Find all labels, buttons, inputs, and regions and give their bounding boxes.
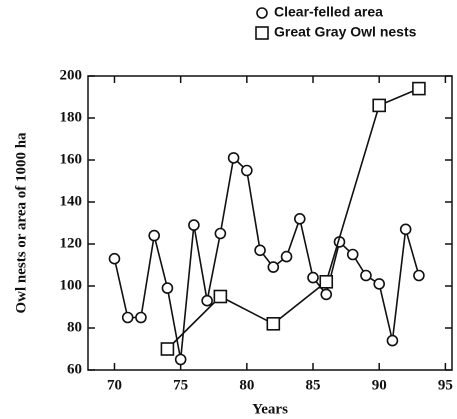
circle-marker — [346, 248, 359, 261]
circle-marker — [373, 278, 386, 290]
square-marker — [255, 26, 269, 40]
circle-marker — [267, 261, 280, 273]
y-tick-label: 60 — [67, 361, 82, 377]
square-marker — [213, 289, 228, 304]
legend: Clear-felled area Great Gray Owl nests — [255, 4, 417, 40]
x-axis-label: Years — [252, 401, 288, 417]
circle-marker — [307, 271, 319, 284]
circle-marker — [148, 229, 160, 242]
circle-marker — [201, 294, 213, 307]
circle-marker — [188, 219, 200, 231]
circle-marker — [135, 311, 147, 324]
square-marker — [372, 98, 387, 113]
y-tick-label: 200 — [60, 67, 83, 83]
y-tick-label: 140 — [60, 193, 83, 209]
circle-marker — [227, 152, 240, 164]
circle-marker — [254, 244, 266, 257]
circle-marker — [399, 223, 412, 236]
circle-marker — [241, 164, 253, 177]
plot-frame — [87, 75, 453, 371]
circle-marker — [108, 252, 121, 265]
circle-marker — [174, 353, 187, 366]
x-tick-label: 80 — [239, 377, 254, 393]
circle-marker — [121, 311, 134, 324]
circle-marker — [161, 282, 174, 294]
x-tick-label: 75 — [173, 377, 188, 393]
y-tick-label: 120 — [60, 235, 83, 251]
square-marker — [319, 274, 334, 289]
square-marker — [412, 81, 426, 96]
y-tick-label: 160 — [60, 151, 83, 167]
y-tick-label: 80 — [67, 319, 82, 335]
circle-marker — [256, 7, 268, 19]
legend-label: Great Gray Owl nests — [274, 24, 417, 40]
y-tick-label: 180 — [60, 109, 83, 125]
circle-marker — [386, 334, 399, 347]
square-marker — [160, 342, 175, 356]
circle-marker — [413, 269, 425, 282]
legend-label: Clear-felled area — [274, 4, 383, 20]
circle-marker — [320, 288, 333, 301]
circle-marker — [280, 250, 293, 263]
x-tick-label: 95 — [438, 377, 453, 393]
series-line — [166, 87, 420, 350]
x-tick-label: 85 — [306, 377, 321, 393]
square-marker — [266, 316, 281, 331]
y-tick-label: 100 — [60, 277, 83, 293]
x-tick-label: 70 — [107, 377, 122, 393]
y-axis-label: Owl nests or area of 1000 ha — [13, 132, 29, 314]
circle-marker — [214, 227, 227, 240]
circle-marker — [360, 269, 372, 282]
x-tick-label: 90 — [372, 377, 387, 393]
circle-marker — [293, 213, 306, 225]
